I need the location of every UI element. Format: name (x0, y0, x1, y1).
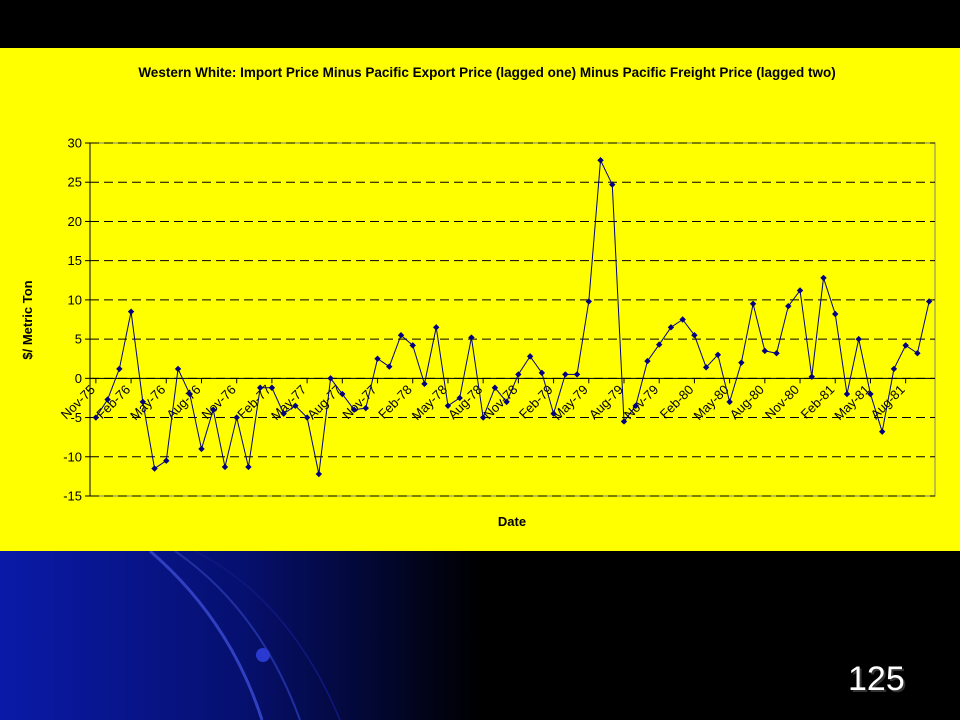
data-point (327, 375, 334, 382)
data-point (186, 390, 193, 398)
data-point (503, 398, 510, 406)
data-point (444, 402, 452, 409)
data-point (902, 342, 909, 349)
data-point (116, 365, 123, 373)
data-point (632, 402, 639, 409)
data-point (174, 365, 182, 373)
chart-title: Western White: Import Price Minus Pacifi… (138, 65, 836, 80)
data-point (538, 369, 546, 377)
decor-dot (256, 648, 270, 662)
data-point (303, 414, 311, 421)
data-point (620, 418, 628, 425)
y-tick-label: 15 (68, 253, 82, 268)
data-point (468, 334, 475, 341)
data-line (95, 158, 930, 475)
data-point (785, 302, 792, 310)
data-point (256, 384, 264, 391)
data-point (843, 390, 851, 398)
data-point (726, 398, 733, 406)
data-point (151, 465, 158, 472)
data-point (339, 390, 346, 398)
data-point (515, 371, 522, 378)
data-point (914, 350, 921, 357)
y-tick-label: 25 (68, 175, 82, 190)
decor-curve (174, 550, 301, 720)
data-point (163, 457, 170, 464)
data-point (585, 298, 592, 305)
background-gradient (0, 551, 960, 720)
data-point (667, 324, 675, 331)
data-point (867, 390, 874, 398)
data-point (350, 406, 358, 413)
data-point (104, 396, 111, 403)
data-point (433, 324, 440, 331)
data-point (820, 274, 827, 282)
data-point (761, 347, 769, 355)
data-point (562, 371, 569, 378)
data-point (656, 341, 663, 348)
y-tick-label: -10 (63, 449, 82, 464)
data-point (280, 410, 287, 417)
data-point (679, 316, 686, 323)
data-point (808, 373, 815, 380)
data-point (268, 384, 276, 391)
y-tick-label: -15 (63, 489, 82, 504)
data-point (292, 402, 299, 409)
data-point (832, 310, 839, 318)
data-point (890, 365, 898, 373)
data-point (773, 350, 780, 357)
data-point (409, 342, 416, 349)
data-point (855, 335, 862, 343)
y-tick-label: 10 (68, 292, 82, 307)
data-point (925, 298, 933, 305)
data-point (221, 463, 229, 471)
data-point (738, 359, 745, 366)
data-point (198, 445, 205, 453)
data-point (233, 414, 240, 421)
data-point (573, 371, 581, 378)
data-point (374, 355, 381, 362)
data-point (245, 463, 252, 471)
data-point (714, 351, 722, 358)
y-tick-label: 5 (75, 332, 82, 347)
slide-number: 125 (848, 660, 905, 698)
decor-curve (149, 549, 264, 720)
data-point (609, 181, 616, 188)
data-point (491, 384, 499, 391)
data-point (479, 414, 487, 421)
data-point (386, 363, 393, 370)
data-point (421, 380, 428, 388)
decor-curve (194, 550, 341, 720)
data-point (362, 404, 369, 412)
y-tick-label: 0 (75, 371, 82, 386)
data-point (92, 414, 100, 421)
data-point (127, 308, 135, 315)
y-tick-label: 20 (68, 214, 82, 229)
data-point (796, 287, 804, 294)
x-axis-label: Date (498, 514, 526, 529)
data-point (397, 331, 405, 339)
data-point (691, 331, 698, 339)
data-point (139, 398, 147, 406)
data-point (526, 353, 534, 360)
y-tick-label: 30 (68, 136, 82, 151)
y-axis-label: $/ Metric Ton (20, 280, 35, 359)
data-point (702, 364, 710, 371)
y-tick-label: -5 (70, 410, 82, 425)
data-point (878, 428, 886, 435)
chart-background (0, 48, 960, 551)
data-point (749, 300, 757, 308)
data-point (315, 470, 323, 478)
data-point (550, 410, 557, 417)
data-point (644, 357, 651, 365)
data-point (210, 406, 217, 413)
data-point (597, 157, 604, 164)
data-point (456, 394, 463, 402)
